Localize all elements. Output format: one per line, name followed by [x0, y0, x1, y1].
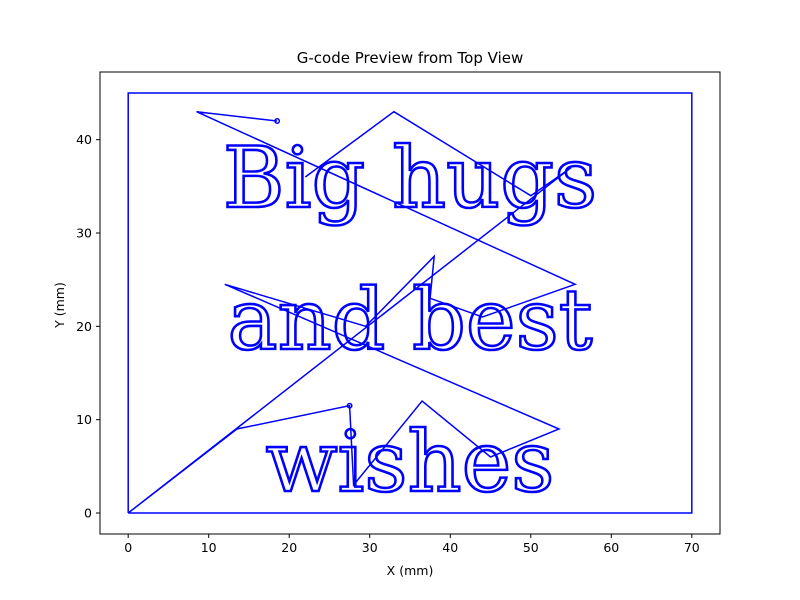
stroke-start-marker-2	[346, 402, 353, 409]
y-tick-label: 40	[76, 132, 92, 147]
y-tick-label: 0	[84, 506, 92, 521]
plot-area: Big hugs and best wishes	[127, 92, 693, 514]
x-tick-label: 30	[362, 540, 378, 555]
boundary-path	[127, 92, 693, 514]
x-axis-label: X (mm)	[387, 563, 434, 578]
x-tick-label: 20	[281, 540, 297, 555]
engraved-text-line-2: and best	[228, 271, 593, 369]
y-tick-label: 10	[76, 412, 92, 427]
x-tick-label: 60	[603, 540, 619, 555]
toolpath-travel-line	[127, 110, 578, 514]
x-tick-label: 70	[684, 540, 700, 555]
engraved-text-line-1: Big hugs	[223, 129, 597, 227]
y-axis-label: Y (mm)	[52, 282, 67, 329]
y-tick-label: 20	[76, 319, 92, 334]
y-tick-label: 30	[76, 226, 92, 241]
engraved-text-line-3: wishes	[266, 413, 555, 511]
axis-ticks: 0 10 20 30 40 50 60 70 0 10 20 30 40	[76, 132, 700, 555]
x-tick-label: 40	[442, 540, 458, 555]
axes-frame	[99, 71, 721, 535]
x-tick-label: 50	[523, 540, 539, 555]
x-tick-label: 10	[201, 540, 217, 555]
x-tick-label: 0	[124, 540, 132, 555]
chart-title: G-code Preview from Top View	[297, 49, 524, 67]
stroke-start-marker-1	[274, 118, 281, 124]
